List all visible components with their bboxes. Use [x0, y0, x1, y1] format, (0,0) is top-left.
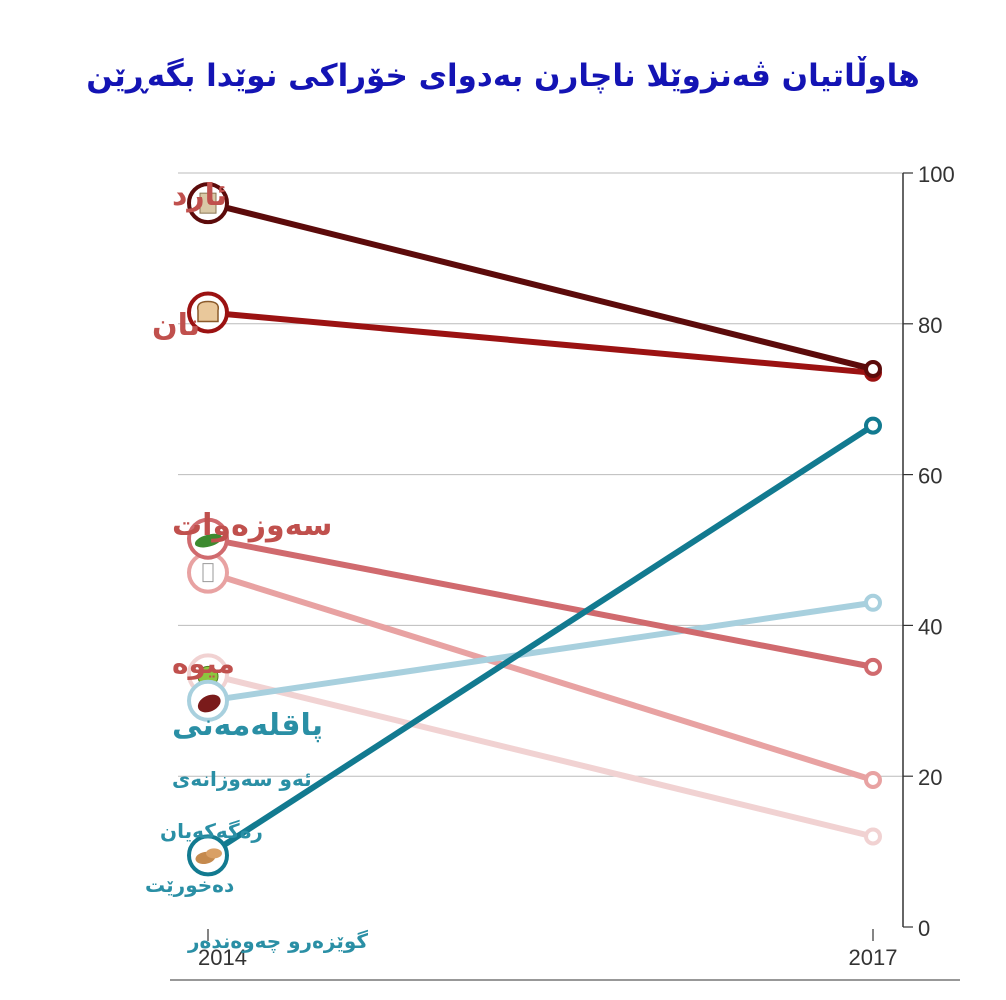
beans-icon [197, 694, 221, 713]
series-line-1 [205, 309, 876, 376]
vegetables-icon [194, 533, 223, 548]
y-tick-label-0: 0 [918, 916, 930, 941]
end-point-6 [864, 416, 882, 435]
series-line-2 [205, 535, 876, 670]
series-line-5 [205, 599, 876, 704]
label-vegetables: سەوزەوات [172, 508, 332, 543]
flour-bag-icon [199, 192, 217, 214]
label-legumes: پاقلەمەنی [172, 708, 323, 743]
series-line-0 [205, 200, 876, 373]
label-bread: نان [152, 308, 200, 343]
series-line-4 [205, 671, 876, 840]
start-point-1 [187, 291, 229, 334]
side-labels: ئارد نان سەوزەوات میوە پاقلەمەنی ئەو سەو… [145, 178, 368, 954]
start-point-2 [187, 517, 229, 560]
y-tick-label-80: 80 [918, 313, 942, 338]
start-point-5 [187, 679, 229, 722]
series-line-6 [205, 422, 876, 859]
label-root-vegetables-line4: گوێزەرو چەوەندەر [187, 929, 368, 954]
grid [178, 172, 903, 777]
y-tick-label-20: 20 [918, 765, 942, 790]
x-tick-label-2014: 2014 [198, 945, 247, 970]
tubers-icon [206, 848, 222, 859]
chart-title: هاوڵاتیان ڤەنزوێلا ناچارن بەدوای خۆراکی … [86, 56, 920, 94]
label-fruit: میوە [172, 647, 235, 680]
axes: 0 20 40 60 80 100 2014 2017 [170, 162, 960, 981]
x-tick-label-2017: 2017 [849, 945, 898, 970]
end-point-5 [864, 593, 882, 612]
label-root-vegetables-line1: ئەو سەوزانەی [172, 767, 312, 791]
series-line-3 [205, 569, 876, 783]
label-flour: ئارد [172, 178, 227, 213]
milk-icon [202, 563, 214, 583]
bread-icon [196, 300, 220, 323]
start-point-0 [187, 182, 229, 225]
y-tick-label-60: 60 [918, 464, 942, 489]
y-tick-label-100: 100 [918, 162, 955, 187]
end-point-2 [864, 657, 882, 676]
end-point-4 [864, 827, 882, 846]
start-point-6 [187, 834, 229, 877]
end-point-0 [864, 360, 882, 379]
series-layer [187, 182, 882, 877]
y-tick-label-40: 40 [918, 614, 942, 639]
end-point-3 [864, 770, 882, 789]
label-root-vegetables-line2: رەگەکەیان [160, 819, 263, 843]
label-root-vegetables-line3: دەخورێت [145, 873, 234, 897]
